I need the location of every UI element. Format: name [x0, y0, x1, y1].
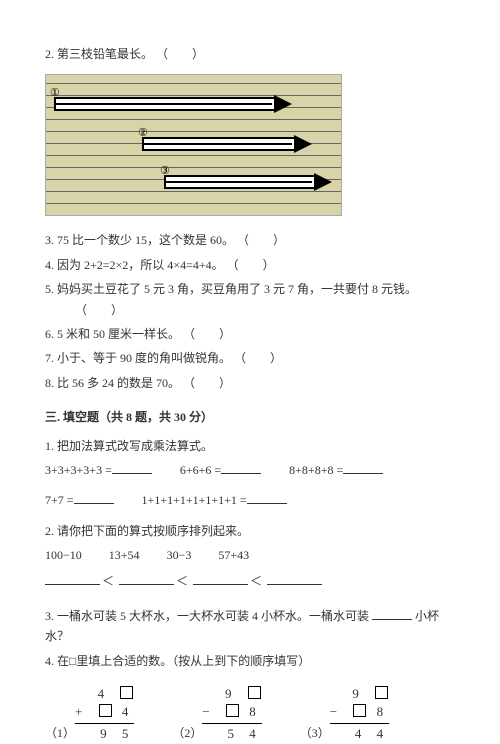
box-blank[interactable] — [99, 704, 112, 717]
q4-text: 4. 因为 2+2=2×2，所以 4×4=4+4。 — [45, 258, 224, 272]
ruled-line — [46, 191, 341, 192]
fill-2-sort: ＜ ＜ ＜ — [45, 571, 455, 591]
question-5: 5. 妈妈买土豆花了 5 元 3 角，买豆角用了 3 元 7 角，一共要付 8 … — [45, 279, 455, 320]
q7-text: 7. 小于、等于 90 度的角叫做锐角。 — [45, 351, 231, 365]
fill-1-title: 1. 把加法算式改写成乘法算式。 — [45, 436, 455, 456]
vertical-problem: （2）9 − 85 4 — [172, 685, 261, 744]
ruled-line — [46, 131, 341, 132]
question-8: 8. 比 56 多 24 的数是 70。 （ ） — [45, 373, 455, 393]
eq-item: 1+1+1+1+1+1+1+1 = — [142, 490, 287, 510]
blank[interactable] — [193, 572, 248, 585]
section-3-title: 三. 填空题（共 8 题，共 30 分） — [45, 407, 455, 427]
q5-paren[interactable]: （ ） — [75, 300, 123, 320]
q6-paren[interactable]: （ ） — [183, 324, 231, 344]
q3-paren[interactable]: （ ） — [237, 230, 285, 250]
blank[interactable] — [221, 461, 261, 474]
lt-symbol: ＜ — [250, 574, 262, 588]
q2-paren[interactable]: （ ） — [156, 44, 204, 64]
eq-item: 6+6+6 = — [180, 460, 261, 480]
vertical-problem: （1）4 + 49 5 — [45, 685, 134, 744]
q8-paren[interactable]: （ ） — [183, 373, 231, 393]
ruled-line — [46, 155, 341, 156]
pencil-diagram: ①②③ — [45, 74, 342, 216]
box-blank[interactable] — [248, 686, 261, 699]
blank[interactable] — [45, 572, 100, 585]
blank[interactable] — [119, 572, 174, 585]
pencil — [164, 175, 332, 189]
fill-4-title: 4. 在□里填上合适的数。（按从上到下的顺序填写） — [45, 651, 455, 671]
question-3: 3. 75 比一个数少 15，这个数是 60。 （ ） — [45, 230, 455, 250]
blank[interactable] — [343, 461, 383, 474]
ruled-line — [46, 167, 341, 168]
eq-item: 8+8+8+8 = — [289, 460, 383, 480]
ruled-line — [46, 95, 341, 96]
pencil — [142, 137, 312, 151]
vertical-problem: （3）9 − 84 4 — [300, 685, 389, 744]
question-6: 6. 5 米和 50 厘米一样长。 （ ） — [45, 324, 455, 344]
question-4: 4. 因为 2+2=2×2，所以 4×4=4+4。 （ ） — [45, 255, 455, 275]
q5-text: 5. 妈妈买土豆花了 5 元 3 角，买豆角用了 3 元 7 角，一共要付 8 … — [45, 282, 417, 296]
box-blank[interactable] — [120, 686, 133, 699]
q6-text: 6. 5 米和 50 厘米一样长。 — [45, 327, 180, 341]
ruled-line — [46, 119, 341, 120]
q3-text: 3. 75 比一个数少 15，这个数是 60。 — [45, 233, 234, 247]
blank[interactable] — [372, 607, 412, 620]
q4-paren[interactable]: （ ） — [227, 255, 275, 275]
problem-label: （2） — [172, 723, 202, 743]
fill-3: 3. 一桶水可装 5 大杯水，一大杯水可装 4 小杯水。一桶水可装 小杯水？ — [45, 606, 455, 647]
problem-label: （1） — [45, 723, 75, 743]
vertical-problems: （1）4 + 49 5 （2）9 − 85 4 （3）9 − 84 4 — [45, 685, 455, 744]
question-7: 7. 小于、等于 90 度的角叫做锐角。 （ ） — [45, 348, 455, 368]
lt-symbol: ＜ — [102, 574, 114, 588]
q7-paren[interactable]: （ ） — [234, 348, 282, 368]
eq-item: 3+3+3+3+3 = — [45, 460, 152, 480]
fill-3-text: 3. 一桶水可装 5 大杯水，一大杯水可装 4 小杯水。一桶水可装 — [45, 609, 369, 623]
fill-1-row: 3+3+3+3+3 = 6+6+6 = 8+8+8+8 = 7+7 = 1+1+… — [45, 460, 455, 511]
ruled-line — [46, 203, 341, 204]
box-blank[interactable] — [375, 686, 388, 699]
blank[interactable] — [74, 491, 114, 504]
blank[interactable] — [247, 491, 287, 504]
ruled-line — [46, 83, 341, 84]
box-blank[interactable] — [226, 704, 239, 717]
fill-2-choices: 100−10 13+54 30−3 57+43 — [45, 545, 455, 565]
fill-2-title: 2. 请你把下面的算式按顺序排列起来。 — [45, 521, 455, 541]
eq-item: 7+7 = — [45, 490, 114, 510]
blank[interactable] — [112, 461, 152, 474]
q2-text: 2. 第三枝铅笔最长。 — [45, 47, 153, 61]
lt-symbol: ＜ — [176, 574, 188, 588]
problem-label: （3） — [300, 723, 330, 743]
blank[interactable] — [267, 572, 322, 585]
pencil — [54, 97, 292, 111]
box-blank[interactable] — [353, 704, 366, 717]
question-2: 2. 第三枝铅笔最长。 （ ） — [45, 44, 455, 64]
q8-text: 8. 比 56 多 24 的数是 70。 — [45, 376, 180, 390]
